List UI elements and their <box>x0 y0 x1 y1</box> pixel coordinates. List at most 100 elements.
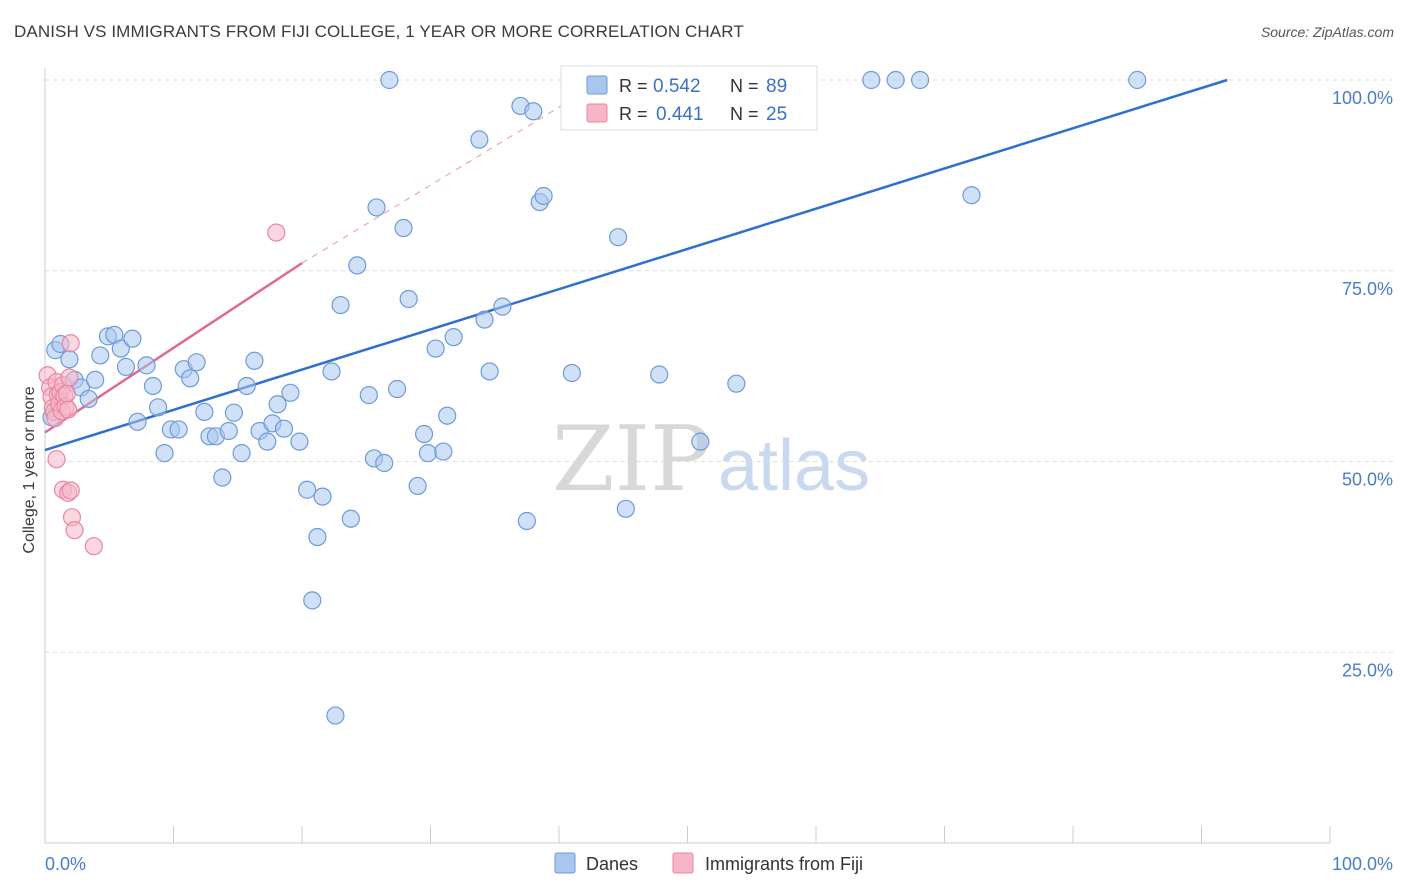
bottom-legend: Danes Immigrants from Fiji <box>554 852 863 874</box>
point-danes <box>303 591 322 610</box>
point-danes <box>137 356 156 375</box>
point-danes <box>375 453 394 473</box>
point-danes <box>268 395 287 414</box>
point-danes <box>237 376 256 396</box>
point-danes <box>418 444 438 463</box>
point-danes <box>341 509 360 528</box>
point-fiji <box>47 450 66 469</box>
point-danes <box>616 499 635 518</box>
point-danes <box>408 476 427 496</box>
data-points <box>38 70 1147 725</box>
legend-n-value-danes: 89 <box>766 76 787 97</box>
top-legend: R = 0.542 N = 89 R = 0.441 N = 25 <box>560 65 818 131</box>
point-danes <box>274 419 294 438</box>
point-fiji <box>84 537 103 556</box>
point-danes <box>258 432 277 451</box>
point-fiji <box>267 223 286 242</box>
y-tick-label: 75.0% <box>1342 279 1393 299</box>
trend-lines <box>44 78 1228 452</box>
point-danes <box>480 362 499 381</box>
point-danes <box>326 706 345 725</box>
point-danes <box>367 198 386 217</box>
point-danes <box>524 102 543 121</box>
point-danes <box>308 527 327 547</box>
point-danes <box>348 256 367 275</box>
point-fiji <box>61 334 80 353</box>
point-danes <box>169 420 188 439</box>
bottom-legend-swatch-fiji <box>672 852 694 874</box>
point-danes <box>290 432 309 451</box>
bottom-legend-label-fiji: Immigrants from Fiji <box>705 854 863 874</box>
point-danes <box>224 403 243 422</box>
point-danes <box>394 218 413 238</box>
watermark-atlas: atlas <box>718 426 870 506</box>
legend-r-label-danes: R = <box>619 76 648 96</box>
point-danes <box>232 444 251 463</box>
legend-n-label-danes: N = <box>730 76 759 96</box>
point-danes <box>475 310 494 329</box>
legend-r-value-fiji: 0.441 <box>656 104 704 125</box>
point-danes <box>470 130 489 149</box>
point-danes <box>195 402 214 422</box>
point-danes <box>155 444 174 463</box>
point-danes <box>399 289 418 309</box>
x-tick-label-min: 0.0% <box>45 854 86 874</box>
chart-title: DANISH VS IMMIGRANTS FROM FIJI COLLEGE, … <box>14 22 744 41</box>
watermark-zip: ZIP <box>552 407 711 512</box>
point-danes <box>60 350 79 369</box>
point-danes <box>331 295 350 315</box>
point-danes <box>426 339 445 358</box>
point-danes <box>380 70 399 90</box>
point-danes <box>650 365 669 384</box>
point-danes <box>298 480 317 499</box>
point-danes <box>910 70 930 90</box>
point-danes <box>1128 70 1147 90</box>
trend-line-danes <box>44 78 1228 452</box>
point-fiji <box>61 481 80 500</box>
point-danes <box>886 70 905 90</box>
point-danes <box>148 398 168 417</box>
point-danes <box>444 328 463 347</box>
point-danes <box>245 351 264 370</box>
legend-r-label-fiji: R = <box>619 104 648 124</box>
legend-n-label-fiji: N = <box>730 104 759 124</box>
y-axis-label: College, 1 year or more <box>21 386 38 553</box>
point-fiji <box>60 368 79 387</box>
point-danes <box>434 442 453 461</box>
point-danes <box>219 421 238 441</box>
bottom-legend-swatch-danes <box>554 852 576 874</box>
point-fiji <box>57 384 76 403</box>
point-danes <box>86 370 105 389</box>
point-danes <box>438 406 457 425</box>
y-tick-label: 100.0% <box>1332 88 1393 108</box>
trend-line-fiji <box>44 262 303 434</box>
point-danes <box>128 412 147 431</box>
point-danes <box>727 374 746 393</box>
point-danes <box>79 389 98 409</box>
legend-swatch-fiji <box>586 103 608 123</box>
legend-r-value-danes: 0.542 <box>653 76 701 97</box>
legend-swatch-danes <box>586 75 608 95</box>
trend-line-fiji-extension <box>301 79 605 264</box>
point-danes <box>143 376 163 396</box>
point-danes <box>962 186 981 205</box>
x-tick-label-max: 100.0% <box>1332 854 1393 874</box>
point-danes <box>691 432 710 451</box>
y-tick-label: 50.0% <box>1342 470 1393 490</box>
point-danes <box>517 511 536 531</box>
point-danes <box>91 346 110 365</box>
source-label: Source: ZipAtlas.com <box>1260 24 1394 40</box>
point-fiji <box>65 521 84 540</box>
point-danes <box>123 329 142 348</box>
point-fiji <box>59 400 78 419</box>
axes <box>44 68 1331 844</box>
point-danes <box>322 362 341 381</box>
point-danes <box>213 468 232 487</box>
point-danes <box>493 297 512 316</box>
point-danes <box>534 186 553 206</box>
point-danes <box>313 487 332 506</box>
point-danes <box>116 357 136 376</box>
point-danes <box>359 386 378 405</box>
y-tick-label: 25.0% <box>1342 660 1393 680</box>
